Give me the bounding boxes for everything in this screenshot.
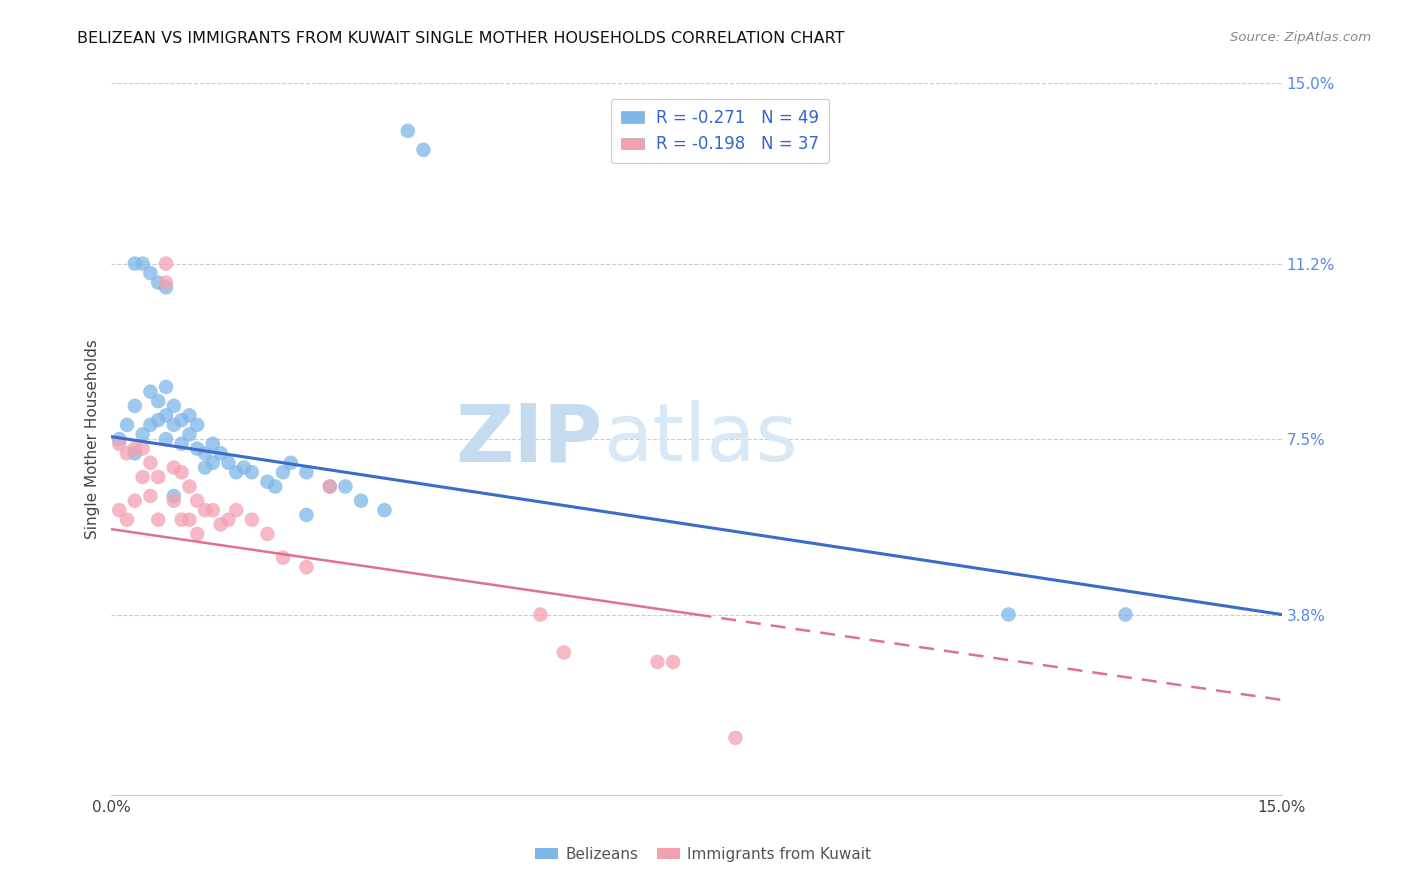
Point <box>209 517 232 532</box>
Point <box>170 465 193 479</box>
Point <box>115 417 138 432</box>
Point <box>295 465 318 479</box>
Point <box>225 465 247 479</box>
Point <box>647 655 669 669</box>
Point <box>997 607 1019 622</box>
Point <box>240 465 263 479</box>
Point <box>194 446 217 460</box>
Point <box>179 409 201 423</box>
Point <box>233 460 256 475</box>
Point <box>1115 607 1137 622</box>
Point <box>271 465 294 479</box>
Legend: R = -0.271   N = 49, R = -0.198   N = 37: R = -0.271 N = 49, R = -0.198 N = 37 <box>610 99 830 163</box>
Point <box>201 437 224 451</box>
Point <box>148 394 170 409</box>
Point <box>139 384 162 399</box>
Point <box>148 413 170 427</box>
Text: ZIP: ZIP <box>456 401 603 478</box>
Point <box>256 527 278 541</box>
Point <box>155 280 177 294</box>
Point <box>124 493 146 508</box>
Point <box>124 257 146 271</box>
Point <box>170 413 193 427</box>
Point <box>108 503 131 517</box>
Point <box>148 276 170 290</box>
Point <box>280 456 302 470</box>
Point <box>155 257 177 271</box>
Point <box>124 442 146 456</box>
Point <box>115 446 138 460</box>
Text: BELIZEAN VS IMMIGRANTS FROM KUWAIT SINGLE MOTHER HOUSEHOLDS CORRELATION CHART: BELIZEAN VS IMMIGRANTS FROM KUWAIT SINGL… <box>77 31 845 46</box>
Point <box>529 607 551 622</box>
Point <box>194 503 217 517</box>
Point <box>201 503 224 517</box>
Legend: Belizeans, Immigrants from Kuwait: Belizeans, Immigrants from Kuwait <box>529 841 877 868</box>
Point <box>131 470 153 484</box>
Point <box>186 417 208 432</box>
Point <box>108 432 131 446</box>
Point <box>155 380 177 394</box>
Point <box>170 513 193 527</box>
Point <box>131 257 153 271</box>
Point <box>186 493 208 508</box>
Point <box>319 479 342 493</box>
Point <box>412 143 434 157</box>
Point <box>350 493 373 508</box>
Point <box>240 513 263 527</box>
Point <box>179 513 201 527</box>
Point <box>163 399 186 413</box>
Point <box>186 527 208 541</box>
Point <box>139 266 162 280</box>
Point <box>225 503 247 517</box>
Point <box>139 456 162 470</box>
Point <box>131 427 153 442</box>
Point <box>553 645 575 659</box>
Point <box>373 503 395 517</box>
Point <box>163 417 186 432</box>
Point <box>163 460 186 475</box>
Point <box>179 427 201 442</box>
Point <box>396 124 419 138</box>
Point <box>148 513 170 527</box>
Point <box>179 479 201 493</box>
Point <box>124 399 146 413</box>
Point <box>271 550 294 565</box>
Point <box>217 513 239 527</box>
Point <box>319 479 342 493</box>
Text: Source: ZipAtlas.com: Source: ZipAtlas.com <box>1230 31 1371 45</box>
Point <box>170 437 193 451</box>
Point <box>139 417 162 432</box>
Point <box>115 513 138 527</box>
Text: atlas: atlas <box>603 401 797 478</box>
Point <box>264 479 287 493</box>
Point <box>295 508 318 522</box>
Point <box>163 493 186 508</box>
Point <box>295 560 318 574</box>
Point <box>662 655 685 669</box>
Point <box>194 460 217 475</box>
Point <box>108 437 131 451</box>
Point <box>148 470 170 484</box>
Point <box>155 432 177 446</box>
Y-axis label: Single Mother Households: Single Mother Households <box>86 339 100 539</box>
Point <box>139 489 162 503</box>
Point <box>155 276 177 290</box>
Point <box>201 456 224 470</box>
Point <box>256 475 278 489</box>
Point <box>724 731 747 745</box>
Point <box>186 442 208 456</box>
Point <box>209 446 232 460</box>
Point <box>163 489 186 503</box>
Point <box>335 479 357 493</box>
Point <box>131 442 153 456</box>
Point <box>217 456 239 470</box>
Point <box>124 446 146 460</box>
Point <box>155 409 177 423</box>
